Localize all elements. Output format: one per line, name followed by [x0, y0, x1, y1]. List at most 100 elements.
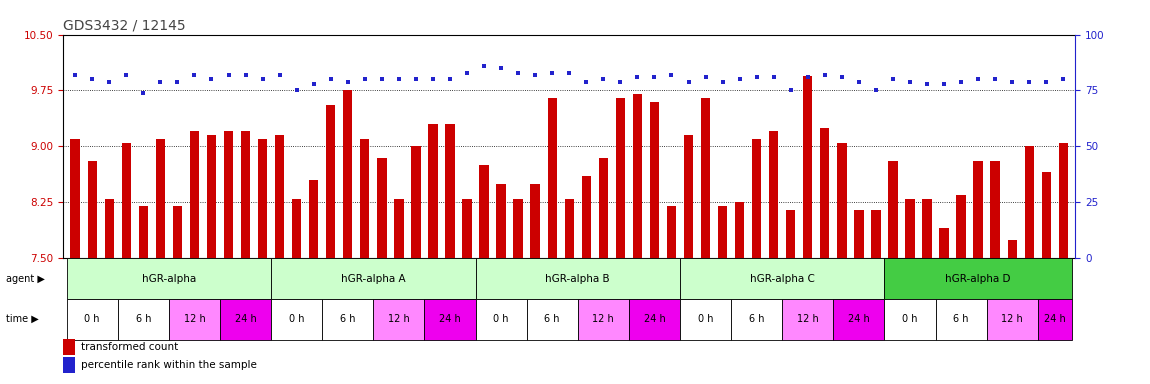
Text: 6 h: 6 h [749, 314, 765, 324]
Point [1037, 78, 1056, 84]
Point [782, 88, 800, 94]
Bar [322, 299, 374, 339]
Bar [67, 258, 271, 299]
Bar [462, 199, 471, 258]
Bar [987, 299, 1037, 339]
Bar [632, 94, 642, 258]
Bar [837, 142, 846, 258]
Bar [377, 157, 386, 258]
Point [935, 81, 953, 87]
Text: 12 h: 12 h [1002, 314, 1024, 324]
Bar [615, 98, 626, 258]
Point [1003, 78, 1021, 84]
Text: 6 h: 6 h [953, 314, 968, 324]
Bar [820, 128, 829, 258]
Point [83, 76, 101, 82]
Bar [565, 199, 574, 258]
Bar [629, 299, 680, 339]
Point [253, 76, 271, 82]
Text: hGR-alpha: hGR-alpha [141, 273, 196, 283]
Bar [122, 142, 131, 258]
Bar [888, 161, 898, 258]
Bar [990, 161, 999, 258]
Text: 0 h: 0 h [493, 314, 508, 324]
Text: 24 h: 24 h [439, 314, 461, 324]
Point [390, 76, 408, 82]
Point [918, 81, 936, 87]
Point [730, 76, 749, 82]
Text: hGR-alpha B: hGR-alpha B [545, 273, 611, 283]
Text: agent ▶: agent ▶ [6, 273, 45, 283]
Point [305, 81, 323, 87]
Text: hGR-alpha C: hGR-alpha C [750, 273, 814, 283]
Bar [547, 98, 557, 258]
Bar [155, 139, 166, 258]
Point [117, 72, 136, 78]
Point [458, 70, 476, 76]
Bar [476, 299, 527, 339]
Point [850, 78, 868, 84]
Bar [343, 91, 352, 258]
Bar [527, 299, 577, 339]
Point [628, 74, 646, 80]
Point [969, 76, 988, 82]
Bar [271, 258, 476, 299]
Bar [650, 102, 659, 258]
Bar [207, 135, 216, 258]
Text: 24 h: 24 h [644, 314, 666, 324]
Bar [884, 299, 936, 339]
Bar [220, 299, 271, 339]
Bar [67, 299, 117, 339]
Text: 0 h: 0 h [903, 314, 918, 324]
Bar [1059, 142, 1068, 258]
Point [151, 78, 169, 84]
Bar [172, 206, 182, 258]
Point [338, 78, 356, 84]
Bar [190, 131, 199, 258]
Text: 6 h: 6 h [136, 314, 151, 324]
Bar [718, 206, 727, 258]
Bar [834, 299, 884, 339]
Bar [680, 299, 731, 339]
Point [883, 76, 902, 82]
Point [900, 78, 919, 84]
Point [697, 74, 715, 80]
Bar [787, 210, 796, 258]
Point [798, 74, 816, 80]
Bar [599, 157, 608, 258]
Point [815, 72, 834, 78]
Point [1055, 76, 1073, 82]
Text: 12 h: 12 h [592, 314, 614, 324]
Point [220, 72, 238, 78]
Bar [667, 206, 676, 258]
Bar [769, 131, 779, 258]
Text: 12 h: 12 h [797, 314, 819, 324]
Point [952, 78, 971, 84]
Point [407, 76, 426, 82]
Point [270, 72, 289, 78]
Bar [700, 98, 711, 258]
Bar [731, 299, 782, 339]
Point [202, 76, 221, 82]
Text: percentile rank within the sample: percentile rank within the sample [81, 360, 256, 370]
Bar [973, 161, 983, 258]
Point [645, 74, 664, 80]
Bar [582, 176, 591, 258]
Point [168, 78, 186, 84]
Text: time ▶: time ▶ [6, 314, 38, 324]
Point [373, 76, 391, 82]
Text: 0 h: 0 h [289, 314, 305, 324]
Bar [872, 210, 881, 258]
Point [440, 76, 459, 82]
Point [100, 78, 118, 84]
Text: 24 h: 24 h [1044, 314, 1066, 324]
Point [322, 76, 340, 82]
Bar [258, 139, 267, 258]
Bar [374, 299, 424, 339]
Text: 0 h: 0 h [698, 314, 713, 324]
Point [185, 72, 204, 78]
Bar [424, 299, 476, 339]
Bar [240, 131, 251, 258]
Bar [922, 199, 932, 258]
Bar [327, 105, 336, 258]
